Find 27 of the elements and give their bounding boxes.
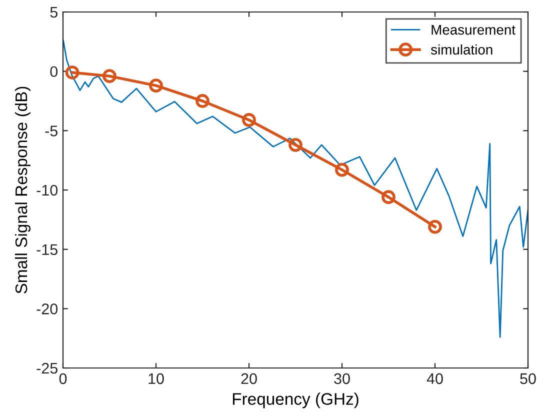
x-tick-label: 10 — [148, 373, 164, 384]
legend-label: simulation — [430, 44, 492, 55]
point — [382, 190, 396, 204]
point — [196, 94, 210, 108]
point — [335, 162, 349, 177]
x-tick-label: 40 — [426, 373, 443, 384]
y-tick-label: -20 — [36, 304, 58, 314]
x-tick-label: 20 — [241, 373, 257, 384]
y-axis-title: Small Signal Response (dB) — [14, 86, 31, 294]
point — [428, 220, 442, 234]
y-tick-label: 0 — [50, 66, 58, 78]
legend-label: Measurement — [432, 25, 516, 35]
y-tick-label: -5 — [45, 126, 58, 136]
x-tick-label: 30 — [334, 373, 350, 384]
x-tick-label: 50 — [520, 373, 536, 384]
point — [288, 138, 302, 152]
point — [242, 113, 256, 127]
y-tick-label: -15 — [36, 244, 58, 256]
point — [149, 78, 163, 93]
y-tick-label: 5 — [50, 7, 58, 18]
x-tick-label: 0 — [59, 373, 67, 384]
line-series — [63, 40, 528, 338]
point — [65, 66, 80, 80]
y-tick-label: -25 — [36, 362, 58, 374]
x-axis-title: Frequency (GHz) — [232, 392, 358, 408]
y-tick-label: -10 — [36, 184, 58, 196]
point — [102, 69, 116, 84]
